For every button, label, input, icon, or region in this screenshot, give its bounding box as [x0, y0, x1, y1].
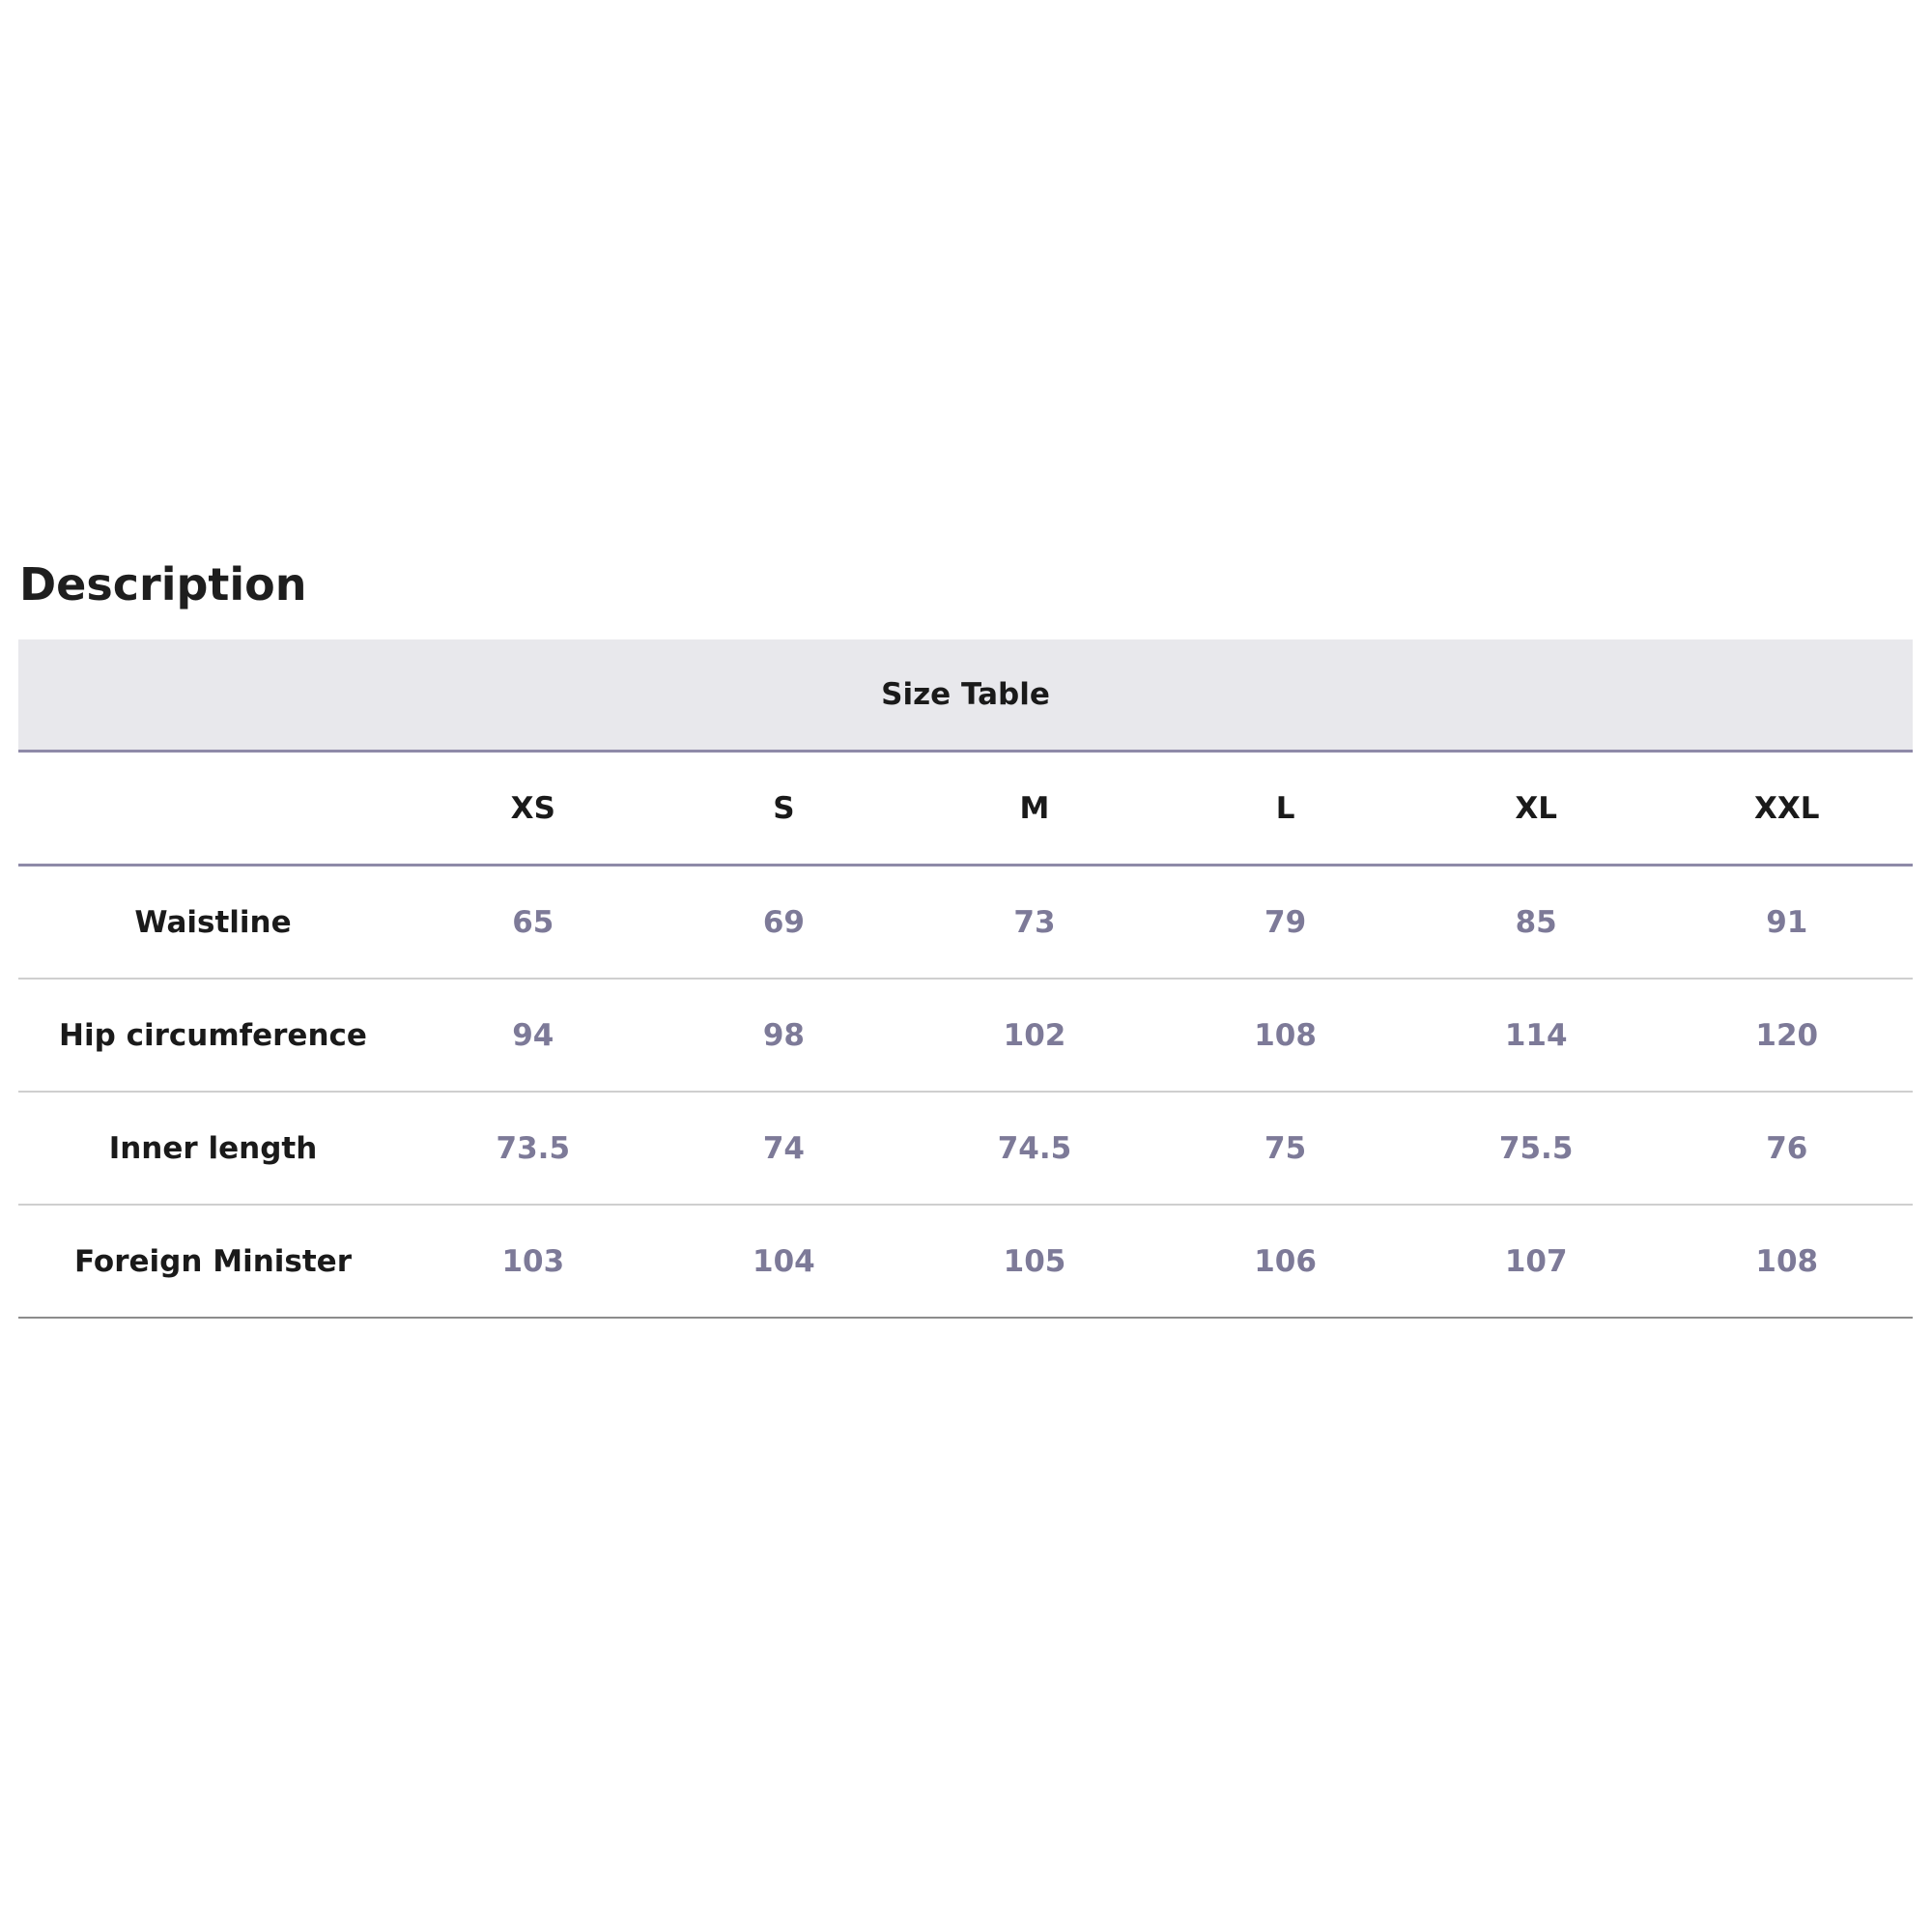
table-cell: 114: [1504, 1017, 1568, 1053]
table-row-hip-circumference: Hip circumference 94 98 102 108 114 120: [18, 980, 1913, 1093]
table-cell: 75: [1264, 1130, 1307, 1166]
table-cell: 76: [1766, 1130, 1808, 1166]
row-label: Waistline: [134, 904, 292, 940]
table-cell: 94: [512, 1017, 554, 1053]
table-cell: 104: [753, 1243, 815, 1279]
size-table: Size Table XS S M L XL XXL Waistline 65 …: [18, 639, 1913, 1319]
table-cell: 105: [1003, 1243, 1066, 1279]
size-header-xs: XS: [510, 790, 555, 826]
table-cell: 73: [1013, 904, 1056, 940]
table-cell: 102: [1003, 1017, 1066, 1053]
table-row-foreign-minister: Foreign Minister 103 104 105 106 107 108: [18, 1206, 1913, 1319]
row-label: Hip circumference: [59, 1017, 367, 1053]
table-cell: 79: [1264, 904, 1307, 940]
row-label: Inner length: [108, 1130, 318, 1166]
section-heading: Description: [19, 558, 307, 611]
table-cell: 74.5: [997, 1130, 1072, 1166]
table-cell: 73.5: [496, 1130, 571, 1166]
size-header-m: M: [1019, 790, 1050, 826]
table-row-waistline: Waistline 65 69 73 79 85 91: [18, 867, 1913, 980]
size-header-xl: XL: [1515, 790, 1557, 826]
row-label: Foreign Minister: [74, 1243, 352, 1279]
table-row-inner-length: Inner length 73.5 74 74.5 75 75.5 76: [18, 1093, 1913, 1206]
table-cell: 103: [501, 1243, 565, 1279]
table-cell: 98: [762, 1017, 805, 1053]
table-cell: 106: [1254, 1243, 1317, 1279]
table-cell: 107: [1504, 1243, 1568, 1279]
size-header-s: S: [773, 790, 795, 826]
table-caption-bar: Size Table: [18, 639, 1913, 753]
table-cell: 65: [512, 904, 554, 940]
table-header-row: XS S M L XL XXL: [18, 753, 1913, 867]
table-cell: 108: [1755, 1243, 1819, 1279]
table-cell: 120: [1755, 1017, 1819, 1053]
size-header-xxl: XXL: [1753, 790, 1820, 826]
table-cell: 108: [1254, 1017, 1317, 1053]
table-caption: Size Table: [881, 677, 1050, 712]
table-cell: 75.5: [1498, 1130, 1574, 1166]
table-cell: 69: [762, 904, 805, 940]
table-cell: 91: [1766, 904, 1808, 940]
table-cell: 85: [1515, 904, 1557, 940]
table-cell: 74: [762, 1130, 805, 1166]
size-header-l: L: [1275, 790, 1295, 826]
